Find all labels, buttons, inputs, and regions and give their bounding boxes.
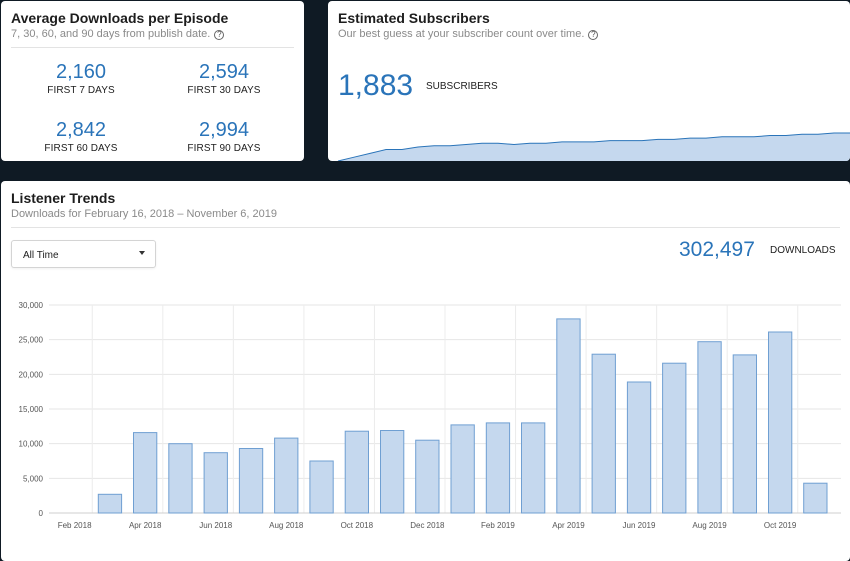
y-tick-label: 15,000 xyxy=(19,405,44,414)
subscriber-count: 1,883 xyxy=(338,69,414,102)
bar-sep-2019[interactable] xyxy=(732,354,758,514)
x-tick-label: Oct 2019 xyxy=(764,521,797,530)
avg-downloads-subtitle: 7, 30, 60, and 90 days from publish date… xyxy=(11,28,225,40)
bar-dec-2018[interactable] xyxy=(415,439,440,514)
bar-may-2019[interactable] xyxy=(591,353,616,514)
divider xyxy=(11,47,294,48)
x-tick-label: Oct 2018 xyxy=(341,521,374,530)
stat-first-7-days: 2,160 FIRST 7 DAYS xyxy=(21,61,141,96)
bar-sep-2018[interactable] xyxy=(309,460,334,514)
bar-aug-2018[interactable] xyxy=(274,437,299,514)
bar-oct-2018[interactable] xyxy=(344,430,370,514)
x-tick-label: Apr 2019 xyxy=(552,521,585,530)
stat-label: FIRST 7 DAYS xyxy=(47,85,115,96)
question-circle-icon[interactable]: ? xyxy=(214,30,225,40)
stat-first-60-days: 2,842 FIRST 60 DAYS xyxy=(21,119,141,154)
stat-value: 2,160 xyxy=(55,61,107,83)
y-tick-label: 25,000 xyxy=(19,336,44,345)
bar-apr-2018[interactable] xyxy=(133,432,158,514)
stat-first-90-days: 2,994 FIRST 90 DAYS xyxy=(164,119,284,154)
y-tick-label: 0 xyxy=(39,509,44,518)
bar-apr-2019[interactable] xyxy=(556,318,581,514)
y-tick-label: 5,000 xyxy=(23,474,44,483)
bar-mar-2018[interactable] xyxy=(97,493,123,514)
subscriber-count-label: SUBSCRIBERS xyxy=(426,81,498,92)
y-tick-label: 10,000 xyxy=(19,440,44,449)
bar-may-2018[interactable] xyxy=(168,443,193,514)
stat-value: 2,842 xyxy=(55,119,107,141)
x-tick-label: Dec 2018 xyxy=(410,521,445,530)
x-tick-label: Feb 2018 xyxy=(58,521,92,530)
divider xyxy=(11,227,840,228)
y-tick-label: 30,000 xyxy=(19,301,44,310)
avg-downloads-subtitle-text: 7, 30, 60, and 90 days from publish date… xyxy=(11,28,211,40)
stat-label: FIRST 60 DAYS xyxy=(44,143,118,154)
bar-aug-2019[interactable] xyxy=(697,341,722,514)
subscribers-subtitle: Our best guess at your subscriber count … xyxy=(338,28,599,40)
bar-jan-2019[interactable] xyxy=(450,424,475,514)
bar-feb-2019[interactable] xyxy=(485,422,511,514)
range-select[interactable]: All Time xyxy=(11,240,156,268)
bar-jun-2019[interactable] xyxy=(626,381,652,514)
bar-jun-2018[interactable] xyxy=(203,452,228,514)
stat-value: 2,994 xyxy=(198,119,250,141)
x-tick-label: Jun 2019 xyxy=(623,521,656,530)
x-tick-label: Aug 2019 xyxy=(692,521,727,530)
y-tick-label: 20,000 xyxy=(19,370,44,379)
bar-nov-2019[interactable] xyxy=(803,482,828,514)
listener-trends-card: Listener Trends Downloads for February 1… xyxy=(1,181,850,561)
stat-first-30-days: 2,594 FIRST 30 DAYS xyxy=(164,61,284,96)
bar-mar-2019[interactable] xyxy=(521,422,546,514)
bar-jul-2019[interactable] xyxy=(662,362,687,514)
range-select-value: All Time xyxy=(23,250,59,261)
caret-down-icon xyxy=(139,251,145,255)
avg-downloads-title: Average Downloads per Episode xyxy=(11,10,229,26)
trends-subtitle: Downloads for February 16, 2018 – Novemb… xyxy=(11,208,277,220)
subscribers-subtitle-text: Our best guess at your subscriber count … xyxy=(338,28,585,40)
stat-value: 2,594 xyxy=(198,61,250,83)
estimated-subscribers-card: Estimated Subscribers Our best guess at … xyxy=(328,1,850,161)
sparkline-line xyxy=(337,132,850,161)
bar-oct-2019[interactable] xyxy=(768,331,793,514)
downloads-bar-chart: 0 5,000 10,000 15,000 20,000 25,000 30,000 Feb … xyxy=(19,301,841,530)
avg-downloads-card: Average Downloads per Episode 7, 30, 60,… xyxy=(1,1,304,161)
trends-title: Listener Trends xyxy=(11,190,116,206)
bar-nov-2018[interactable] xyxy=(380,430,405,514)
subscribers-title: Estimated Subscribers xyxy=(338,10,490,26)
x-tick-label: Apr 2018 xyxy=(129,521,162,530)
x-tick-label: Aug 2018 xyxy=(269,521,304,530)
stat-label: FIRST 90 DAYS xyxy=(187,143,261,154)
stat-label: FIRST 30 DAYS xyxy=(187,85,261,96)
subscriber-sparkline xyxy=(337,132,850,161)
total-downloads: 302,497 xyxy=(679,238,755,261)
x-tick-label: Feb 2019 xyxy=(481,521,515,530)
bar-jul-2018[interactable] xyxy=(238,448,264,514)
sparkline-area xyxy=(338,133,850,161)
question-circle-icon[interactable]: ? xyxy=(588,30,599,40)
total-downloads-label: DOWNLOADS xyxy=(770,245,836,256)
x-tick-label: Jun 2018 xyxy=(199,521,232,530)
